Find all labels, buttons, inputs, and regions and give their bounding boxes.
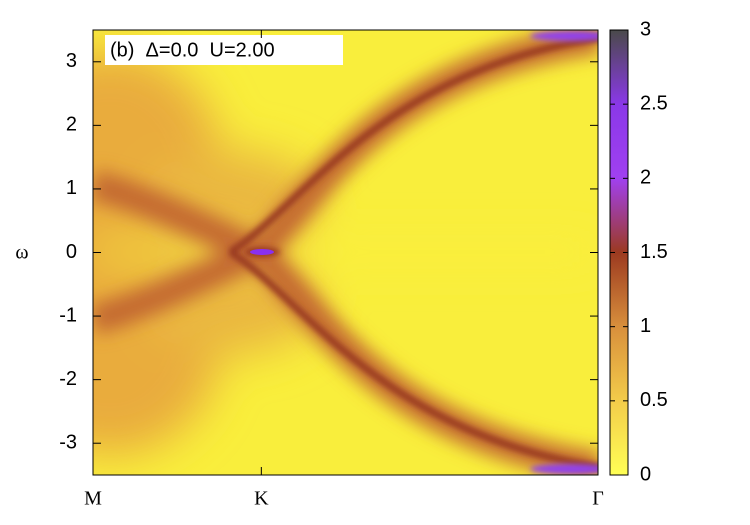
colorbar-tick-label: 3 — [640, 18, 651, 40]
y-tick-label: -1 — [59, 304, 77, 326]
y-tick-label: -2 — [59, 368, 77, 390]
gamma-peak-top — [530, 31, 598, 41]
y-axis-label: ω — [15, 242, 28, 264]
x-tick-label: Γ — [592, 488, 604, 510]
x-tick-label: M — [84, 488, 102, 510]
chart-title: (b) Δ=0.0 U=2.00 — [110, 39, 275, 61]
y-tick-label: 3 — [66, 50, 77, 72]
heatmap — [93, 30, 598, 475]
x-tick-label: K — [254, 488, 269, 510]
y-tick-label: 1 — [66, 177, 77, 199]
colorbar-tick-label: 2.5 — [640, 92, 668, 114]
y-tick-label: -3 — [59, 431, 77, 453]
y-tick-label: 0 — [66, 241, 77, 263]
colorbar-tick-label: 1.5 — [640, 241, 668, 263]
y-tick-label: 2 — [66, 114, 77, 136]
title-box — [105, 35, 343, 65]
gamma-peak-bottom — [530, 464, 598, 474]
colorbar-tick-label: 2 — [640, 167, 651, 189]
colorbar-tick-label: 0 — [640, 463, 651, 485]
band-upper — [228, 34, 598, 255]
zero-line — [93, 245, 598, 259]
band-lower — [228, 249, 598, 471]
colorbar-tick-label: 0.5 — [640, 389, 668, 411]
dispersion-core — [228, 34, 598, 471]
k-point-peak — [250, 249, 274, 255]
colorbar-tick-label: 1 — [640, 315, 651, 337]
